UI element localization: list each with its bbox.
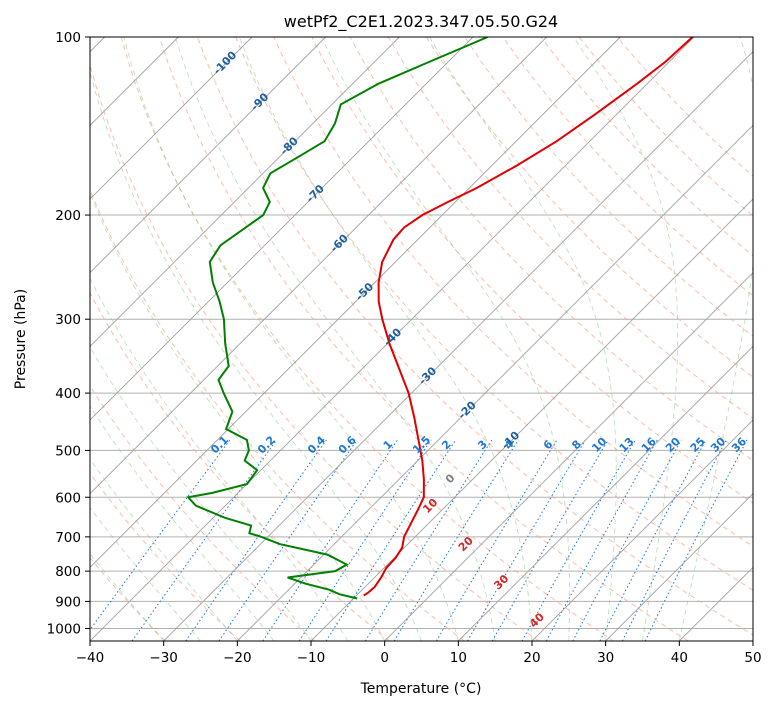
sounding-line — [186, 37, 489, 600]
dry-adiabat — [120, 37, 614, 641]
dry-adiabat — [273, 37, 753, 547]
dry-adiabat — [502, 37, 753, 297]
chart-title: wetPf2_C2E1.2023.347.05.50.G24 — [284, 12, 558, 32]
dry-adiabat — [158, 37, 689, 641]
mixing-ratio-line — [298, 439, 432, 641]
mixing-ratio-lines — [90, 439, 748, 641]
isotherm — [531, 419, 753, 641]
dry-adiabat — [90, 62, 540, 641]
isotherm — [90, 37, 253, 200]
moist-adiabat — [429, 37, 617, 641]
y-tick-label: 300 — [55, 312, 81, 328]
pressure-gridlines — [90, 37, 753, 629]
mixing-ratio-line — [364, 439, 493, 641]
moist-adiabat — [238, 37, 533, 641]
x-tick-label: 0 — [380, 650, 389, 666]
y-tick-label: 700 — [55, 530, 81, 546]
x-tick-label: −40 — [76, 650, 105, 666]
y-tick-label: 600 — [55, 490, 81, 506]
isotherm — [90, 37, 547, 495]
y-tick-label: 1000 — [47, 621, 81, 637]
y-axis-ticks: 100 200 300 400 500 600 700 800 900 1000 — [47, 30, 90, 637]
isotherm — [163, 51, 753, 641]
y-tick-label: 400 — [55, 386, 81, 402]
x-axis-label: Temperature (°C) — [360, 681, 482, 697]
isotherm — [90, 37, 621, 568]
mixing-ratio-line — [467, 439, 586, 641]
isotherm — [90, 37, 695, 641]
mixing-ratio-line — [545, 439, 658, 641]
x-tick-label: 20 — [523, 650, 540, 666]
moist-adiabat — [123, 37, 459, 641]
moist-adiabat — [90, 552, 165, 641]
sounding-line — [363, 37, 694, 597]
mixing-ratio-line — [521, 439, 636, 641]
isotherm — [90, 37, 326, 274]
y-tick-label: 200 — [55, 208, 81, 224]
plot-frame — [89, 36, 754, 642]
x-tick-label: −10 — [297, 650, 326, 666]
moist-adiabat — [174, 37, 496, 641]
mixing-ratio-line — [491, 439, 609, 641]
moist-adiabats — [90, 37, 753, 641]
isotherm — [237, 124, 753, 641]
isotherm — [310, 198, 753, 641]
mixing-ratio-line — [262, 439, 399, 641]
dry-adiabat — [349, 37, 753, 462]
y-tick-label: 900 — [55, 594, 81, 610]
mixing-ratio-line — [218, 439, 358, 641]
mixing-ratio-line — [325, 439, 457, 641]
y-tick-label: 100 — [55, 30, 81, 46]
dry-adiabat — [235, 37, 753, 591]
moist-adiabat — [90, 346, 312, 641]
y-tick-label: 800 — [55, 564, 81, 580]
mixing-ratio-line — [185, 439, 327, 641]
x-tick-label: 10 — [450, 650, 467, 666]
moist-adiabat — [90, 458, 238, 641]
y-tick-label: 500 — [55, 443, 81, 459]
x-tick-label: −30 — [149, 650, 178, 666]
moist-adiabat — [573, 37, 679, 641]
isotherm — [605, 493, 753, 641]
dry-adiabat — [387, 37, 753, 420]
dry-adiabat — [90, 472, 241, 641]
moist-adiabat — [90, 277, 349, 641]
dry-adiabat — [464, 37, 753, 337]
y-axis-label: Pressure (hPa) — [13, 289, 29, 389]
isotherm — [384, 272, 753, 641]
isotherm — [90, 37, 400, 347]
dry-adiabat — [90, 188, 465, 641]
x-tick-label: 50 — [744, 650, 761, 666]
dry-adiabat — [90, 384, 316, 641]
moist-adiabat — [90, 506, 201, 641]
isotherms — [90, 37, 753, 641]
mixing-ratio-line — [435, 439, 558, 641]
x-axis-ticks: −40 −30 −20 −10 0 10 20 30 40 50 — [76, 641, 762, 666]
x-tick-label: 30 — [597, 650, 614, 666]
dry-adiabat — [90, 556, 166, 641]
mixing-ratio-line — [90, 439, 231, 631]
x-tick-label: −20 — [223, 650, 252, 666]
moist-adiabat — [90, 191, 386, 641]
x-tick-label: 40 — [671, 650, 688, 666]
plot-area: -100-90-80-70-60-50-40-30-20-10010203040… — [90, 37, 753, 641]
mixing-ratio-line — [644, 439, 748, 641]
dry-adiabat — [90, 291, 390, 641]
moist-adiabat — [90, 405, 275, 641]
isotherm — [458, 345, 753, 641]
moist-adiabat — [90, 69, 422, 641]
isotherm — [90, 37, 474, 421]
moist-adiabat — [321, 37, 571, 641]
sounding-profiles — [186, 37, 694, 600]
dry-adiabat — [311, 37, 753, 504]
